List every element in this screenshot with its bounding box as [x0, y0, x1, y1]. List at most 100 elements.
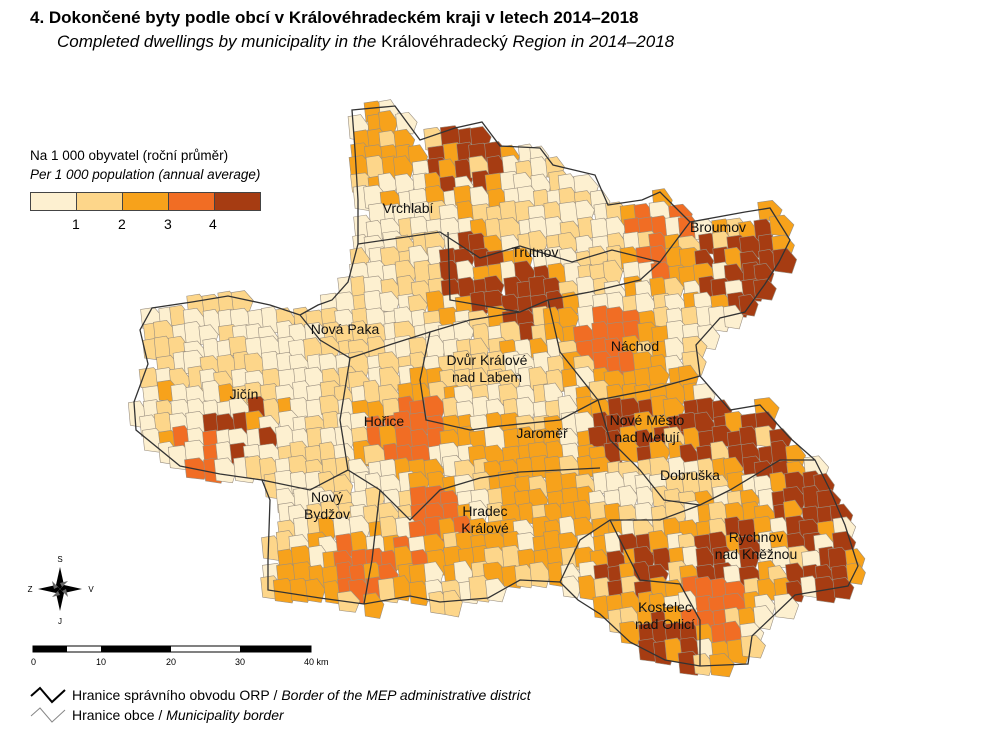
municipality-region: [362, 592, 385, 619]
border-legend-orp: Hranice správního obvodu ORP / Border of…: [30, 685, 531, 705]
municipality-border-line-icon: [30, 707, 66, 723]
subtitle-region-name: Královéhradecký: [381, 32, 508, 51]
town-label-line: Kostelec: [638, 599, 692, 615]
municipality-region: [832, 577, 855, 600]
legend-class-3: [123, 193, 169, 210]
border-obce-cs: Hranice obce: [72, 707, 155, 723]
compass-rose-icon: S J Z V: [28, 555, 95, 626]
legend-color-ramp: [30, 192, 261, 211]
town-label-line: nad Labem: [452, 369, 522, 385]
town-label-novy-bydzov: Nový Bydžov: [304, 489, 350, 522]
municipality-region: [319, 335, 341, 359]
town-label-line: nad Metují: [614, 429, 679, 445]
scale-label-10: 10: [96, 657, 107, 667]
town-label-line: Bydžov: [304, 506, 350, 522]
subtitle-part-3: Region in 2014–2018: [507, 32, 675, 51]
town-labels: Vrchlabí Trutnov Broumov Nová Paka Dvůr Král…: [230, 200, 798, 632]
town-label-line: Broumov: [690, 219, 746, 235]
compass-south-label: J: [58, 617, 62, 626]
municipality-region: [772, 247, 798, 274]
town-label-nove-mesto: Nové Město nad Metují: [610, 412, 685, 445]
town-label-dobruska: Dobruška: [660, 467, 720, 483]
municipality-region: [425, 335, 447, 362]
municipality-region: [442, 589, 463, 618]
town-label-line: Jičín: [230, 386, 259, 402]
town-label-line: Hradec: [462, 503, 507, 519]
town-label-line: Jaroměř: [516, 425, 568, 441]
municipality-region: [722, 304, 744, 330]
municipality-region: [618, 485, 639, 510]
town-label-hradec-kralove: Hradec Králové: [461, 503, 509, 536]
municipality-region: [394, 173, 416, 196]
border-obce-en: Municipality border: [166, 707, 284, 723]
municipality-region: [379, 291, 400, 313]
town-label-vrchlabi: Vrchlabí: [383, 200, 434, 216]
municipality-region: [452, 320, 475, 344]
municipality-regions: [127, 99, 866, 678]
municipality-region: [574, 199, 595, 222]
town-label-trutnov: Trutnov: [512, 244, 559, 260]
municipality-region: [468, 500, 489, 523]
municipality-region: [738, 547, 760, 570]
municipality-region: [753, 278, 777, 301]
town-label-line: nad Orlicí: [635, 616, 695, 632]
border-orp-cs: Hranice správního obvodu ORP: [72, 687, 270, 703]
town-label-line: Náchod: [611, 338, 659, 354]
border-obce-separator: /: [154, 707, 167, 723]
municipality-region: [648, 365, 670, 387]
scale-label-0: 0: [31, 657, 37, 667]
municipality-region: [528, 230, 549, 254]
town-label-line: Dvůr Králové: [447, 352, 528, 368]
legend-class-5: [215, 193, 260, 210]
municipality-region: [649, 440, 671, 464]
border-legend: Hranice správního obvodu ORP / Border of…: [30, 685, 531, 725]
town-label-line: Nový: [311, 489, 343, 505]
town-label-kostelec: Kostelec nad Orlicí: [635, 599, 695, 632]
legend-break-4: 4: [209, 216, 217, 232]
scale-label-20: 20: [166, 657, 177, 667]
scale-label-40: 40 km: [304, 657, 329, 667]
town-label-nachod: Náchod: [611, 338, 659, 354]
town-label-line: Hořice: [364, 413, 405, 429]
compass-nw-arrow: [52, 581, 58, 589]
map-subtitle: Completed dwellings by municipality in t…: [57, 32, 674, 52]
legend-break-1: 1: [72, 216, 80, 232]
town-label-line: Dobruška: [660, 467, 720, 483]
subtitle-part-1: Completed dwellings by municipality in t…: [57, 32, 382, 51]
legend-break-2: 2: [118, 216, 126, 232]
compass-ne-arrow: [60, 581, 68, 587]
town-label-line: Králové: [461, 520, 509, 536]
orp-border-line-icon: [30, 686, 66, 704]
map-title: 4. Dokončené byty podle obcí v Královéhr…: [30, 8, 639, 27]
municipality-region: [230, 290, 254, 313]
compass-north-label: S: [57, 555, 62, 564]
town-label-line: Nová Paka: [311, 321, 380, 337]
border-orp-separator: /: [269, 687, 282, 703]
compass-west-label: Z: [28, 585, 33, 594]
town-label-line: Trutnov: [512, 244, 559, 260]
compass-se-arrow: [62, 589, 68, 597]
town-label-nova-paka: Nová Paka: [311, 321, 380, 337]
legend-title-cs: Na 1 000 obyvatel (roční průměr): [30, 148, 229, 163]
legend-break-3: 3: [164, 216, 172, 232]
town-label-broumov: Broumov: [690, 219, 746, 235]
legend-title-en: Per 1 000 population (annual average): [30, 167, 261, 182]
town-label-dvur-kralove: Dvůr Králové nad Labem: [447, 352, 528, 385]
legend-class-1: [31, 193, 77, 210]
scale-bar: [32, 645, 312, 653]
town-label-rychnov: Rychnov nad Kněžnou: [715, 529, 798, 562]
town-label-horice: Hořice: [364, 413, 405, 429]
border-legend-obce: Hranice obce / Municipality border: [30, 705, 531, 725]
legend-class-2: [77, 193, 123, 210]
town-label-line: nad Kněžnou: [715, 546, 798, 562]
town-label-line: Nové Město: [610, 412, 685, 428]
compass-sw-arrow: [52, 591, 60, 597]
orp-district-borders: [133, 105, 859, 667]
town-label-line: Rychnov: [729, 529, 783, 545]
municipality-region: [557, 306, 580, 329]
border-orp-en: Border of the MEP administrative distric…: [281, 687, 531, 703]
compass-east-label: V: [88, 585, 94, 594]
town-label-jaromer: Jaroměř: [516, 425, 568, 441]
legend-class-4: [169, 193, 215, 210]
